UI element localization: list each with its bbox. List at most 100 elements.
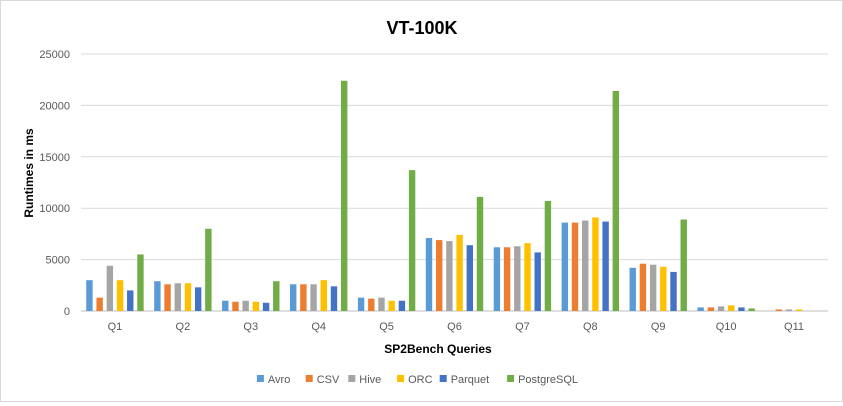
- bar-orc-q3: [252, 301, 260, 311]
- x-tick-label: Q8: [583, 321, 598, 333]
- bar-hive-q11: [785, 309, 793, 311]
- x-tick-label: Q2: [176, 321, 191, 333]
- bar-csv-q1: [96, 297, 103, 311]
- bar-postgresql-q1: [137, 254, 144, 311]
- bars: [86, 80, 803, 312]
- legend-label-orc: ORC: [408, 374, 433, 386]
- bar-hive-q3: [242, 300, 249, 311]
- bar-avro-q2: [154, 281, 161, 311]
- x-tick-label: Q11: [784, 321, 804, 333]
- bar-hive-q4: [310, 284, 317, 311]
- bar-parquet-q8: [602, 221, 609, 311]
- bar-csv-q3: [232, 301, 239, 311]
- bar-avro-q9: [629, 267, 636, 311]
- bar-parquet-q7: [534, 252, 541, 311]
- x-tick-label: Q9: [651, 321, 666, 333]
- bar-csv-q7: [503, 247, 511, 311]
- y-tick-label: 10000: [39, 203, 70, 215]
- bar-postgresql-q8: [612, 91, 620, 312]
- bar-avro-q10: [697, 307, 704, 311]
- bar-hive-q8: [582, 220, 589, 311]
- bar-avro-q6: [425, 238, 433, 311]
- y-axis-label: Runtimes in ms: [22, 128, 36, 218]
- y-axis-ticks: 0 5000 10000 15000 20000 25000: [39, 49, 70, 318]
- chart-title: VT-100K: [386, 18, 457, 38]
- bar-csv-q10: [707, 307, 715, 311]
- bar-avro-q3: [222, 300, 229, 311]
- legend-label-avro: Avro: [268, 374, 290, 386]
- legend-label-hive: Hive: [359, 374, 381, 386]
- bar-postgresql-q7: [544, 201, 552, 311]
- y-tick-label: 0: [64, 306, 70, 318]
- bar-parquet-q1: [127, 290, 134, 311]
- bar-csv-q5: [368, 298, 375, 311]
- bar-csv-q2: [164, 284, 171, 311]
- legend-swatch-orc: [397, 375, 405, 382]
- x-tick-label: Q1: [108, 321, 123, 333]
- bar-avro-q1: [86, 280, 93, 311]
- x-tick-label: Q4: [311, 321, 326, 333]
- legend-swatch-hive: [348, 375, 356, 382]
- bar-avro-q7: [493, 247, 501, 311]
- bar-orc-q8: [592, 217, 599, 311]
- bar-hive-q9: [649, 264, 657, 311]
- bar-postgresql-q9: [680, 219, 687, 311]
- bar-csv-q11: [775, 309, 782, 311]
- bar-hive-q1: [106, 265, 114, 311]
- bar-orc-q7: [524, 243, 531, 311]
- bar-hive-q6: [446, 241, 453, 311]
- y-tick-label: 5000: [46, 255, 70, 267]
- bar-orc-q5: [388, 300, 395, 311]
- bar-hive-q10: [717, 306, 725, 311]
- bar-orc-q4: [320, 280, 327, 311]
- legend-swatch-parquet: [439, 375, 447, 382]
- bar-postgresql-q6: [476, 196, 484, 311]
- x-tick-label: Q5: [379, 321, 394, 333]
- grid-lines: [81, 53, 828, 312]
- bar-hive-q5: [378, 297, 385, 311]
- bar-postgresql-q4: [340, 80, 348, 311]
- x-tick-label: Q10: [716, 321, 737, 333]
- bar-avro-q5: [357, 297, 365, 311]
- bar-orc-q1: [116, 280, 124, 311]
- x-axis-ticks: Q1 Q2 Q3 Q4 Q5 Q6 Q7 Q8 Q9 Q10 Q11: [108, 321, 804, 333]
- x-tick-label: Q3: [243, 321, 258, 333]
- bar-postgresql-q3: [273, 281, 280, 311]
- bar-parquet-q3: [262, 302, 270, 311]
- bar-parquet-q2: [194, 287, 202, 311]
- y-tick-label: 15000: [39, 152, 70, 164]
- bar-orc-q2: [184, 283, 192, 311]
- legend-swatch-postgresql: [507, 375, 515, 382]
- y-tick-label: 25000: [39, 49, 70, 61]
- bar-orc-q6: [456, 234, 463, 311]
- x-axis-label: SP2Bench Queries: [384, 342, 492, 356]
- x-tick-label: Q7: [515, 321, 530, 333]
- bar-hive-q2: [174, 283, 181, 311]
- bar-parquet-q10: [738, 307, 745, 311]
- legend-swatch-csv: [305, 375, 313, 382]
- bar-postgresql-q10: [748, 308, 755, 311]
- legend-swatch-avro: [256, 375, 264, 382]
- bar-avro-q4: [289, 284, 297, 311]
- bar-csv-q4: [300, 284, 307, 311]
- x-tick-label: Q6: [447, 321, 462, 333]
- bar-csv-q9: [639, 263, 647, 311]
- bar-parquet-q9: [670, 271, 677, 311]
- bar-parquet-q6: [466, 245, 473, 311]
- y-tick-label: 20000: [39, 100, 70, 112]
- bar-avro-q8: [561, 222, 569, 311]
- legend-label-parquet: Parquet: [451, 374, 490, 386]
- bar-orc-q9: [660, 266, 667, 311]
- legend: Avro CSV Hive ORC Parquet PostgreSQL: [256, 374, 578, 386]
- bar-orc-q10: [728, 305, 735, 311]
- bar-orc-q11: [795, 309, 803, 311]
- bar-csv-q8: [571, 222, 579, 311]
- bar-hive-q7: [514, 246, 521, 311]
- bar-parquet-q4: [330, 286, 338, 311]
- bar-csv-q6: [436, 240, 443, 311]
- bar-postgresql-q2: [205, 228, 212, 311]
- bar-parquet-q5: [398, 300, 406, 311]
- bar-postgresql-q5: [408, 170, 416, 311]
